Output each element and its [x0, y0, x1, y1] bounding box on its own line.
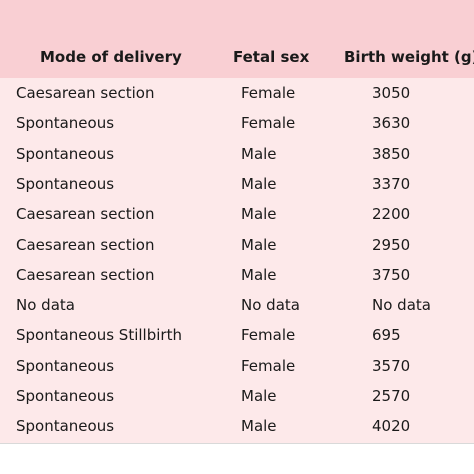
cell-fetal-sex: Female: [241, 114, 296, 133]
cell-fetal-sex: Female: [241, 326, 296, 345]
cell-mode-of-delivery: Caesarean section: [16, 205, 155, 224]
cell-mode-of-delivery: Caesarean section: [16, 265, 155, 284]
table-row: Spontaneous Male 3850: [0, 141, 474, 171]
table-row: Spontaneous Male 2570: [0, 383, 474, 413]
table-header: Mode of delivery Fetal sex Birth weight …: [0, 0, 474, 78]
table-bottom-border: [0, 443, 474, 444]
cell-fetal-sex: Male: [241, 174, 277, 193]
cell-birth-weight: 2570: [372, 387, 411, 405]
table-row: No data No data No data: [0, 292, 474, 322]
header-mode-of-delivery: Mode of delivery: [40, 48, 182, 66]
table-row: Spontaneous Male 3370: [0, 171, 474, 201]
cell-birth-weight: 2200: [372, 205, 411, 224]
cell-mode-of-delivery: Caesarean section: [16, 84, 155, 102]
header-birth-weight: Birth weight (g): [344, 48, 474, 66]
cell-birth-weight: 3050: [372, 84, 411, 102]
cell-birth-weight: No data: [372, 296, 431, 315]
cell-birth-weight: 3750: [372, 265, 411, 284]
cell-fetal-sex: Male: [241, 417, 277, 436]
cell-fetal-sex: Male: [241, 144, 277, 163]
cell-fetal-sex: Male: [241, 387, 277, 405]
cell-birth-weight: 3570: [372, 356, 411, 375]
table-row: Spontaneous Female 3630: [0, 110, 474, 140]
cell-birth-weight: 3370: [372, 174, 411, 193]
table-row: Caesarean section Male 2950: [0, 232, 474, 262]
cell-birth-weight: 4020: [372, 417, 411, 436]
table-row: Caesarean section Male 3750: [0, 262, 474, 292]
cell-mode-of-delivery: Spontaneous: [16, 387, 115, 405]
cell-fetal-sex: Female: [241, 356, 296, 375]
cell-mode-of-delivery: Spontaneous Stillbirth: [16, 326, 182, 345]
cell-mode-of-delivery: Caesarean section: [16, 235, 155, 254]
cell-birth-weight: 3850: [372, 144, 411, 163]
table-row: Spontaneous Male 4020: [0, 413, 474, 443]
header-fetal-sex: Fetal sex: [233, 48, 310, 66]
cell-birth-weight: 3630: [372, 114, 411, 133]
cell-mode-of-delivery: Spontaneous: [16, 144, 115, 163]
cell-fetal-sex: Male: [241, 205, 277, 224]
table-row: Caesarean section Male 2200: [0, 201, 474, 231]
table-row: Spontaneous Stillbirth Female 695: [0, 322, 474, 352]
cell-mode-of-delivery: Spontaneous: [16, 114, 115, 133]
cell-birth-weight: 2950: [372, 235, 411, 254]
table-row: Spontaneous Female 3570: [0, 353, 474, 383]
cell-mode-of-delivery: Spontaneous: [16, 174, 115, 193]
cell-fetal-sex: No data: [241, 296, 300, 315]
cell-fetal-sex: Male: [241, 235, 277, 254]
cell-mode-of-delivery: No data: [16, 296, 75, 315]
cell-mode-of-delivery: Spontaneous: [16, 417, 115, 436]
data-table: Mode of delivery Fetal sex Birth weight …: [0, 0, 474, 443]
cell-mode-of-delivery: Spontaneous: [16, 356, 115, 375]
cell-fetal-sex: Female: [241, 84, 296, 102]
cell-fetal-sex: Male: [241, 265, 277, 284]
cell-birth-weight: 695: [372, 326, 401, 345]
table-row: Caesarean section Female 3050: [0, 80, 474, 110]
